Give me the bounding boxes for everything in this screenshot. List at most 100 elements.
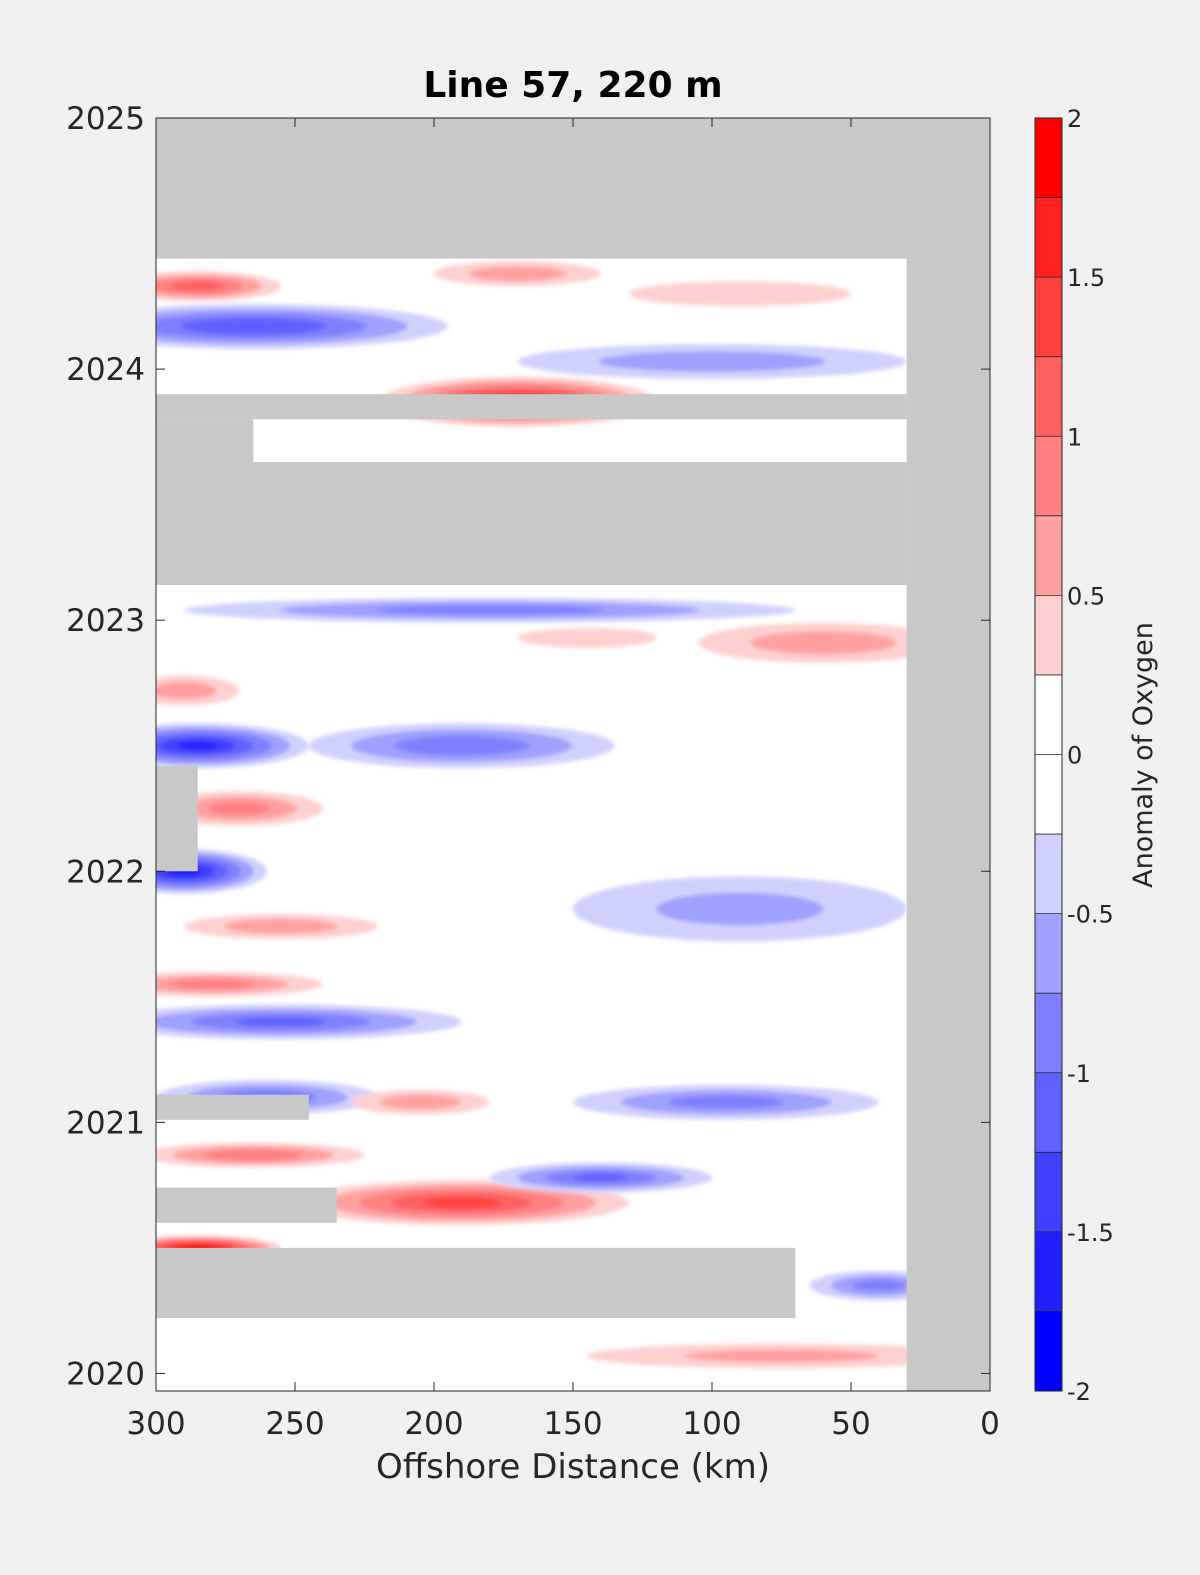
no-data-region <box>156 1187 337 1223</box>
colorbar-block <box>1035 754 1062 835</box>
anomaly-feature <box>573 876 907 942</box>
colorbar-block <box>1035 595 1062 675</box>
colorbar-tick-label: 0.5 <box>1067 582 1105 610</box>
anomaly-feature <box>156 723 309 769</box>
colorbar-block <box>1035 356 1062 437</box>
no-data-region <box>156 1247 796 1319</box>
colorbar-block <box>1035 197 1062 278</box>
anomaly-feature <box>350 1089 490 1115</box>
anomaly-feature <box>489 1162 712 1193</box>
colorbar-label: Anomaly of Oxygen <box>1128 622 1159 888</box>
no-data-region <box>156 1094 309 1120</box>
contour-band <box>668 1095 784 1109</box>
contour-band <box>517 627 657 648</box>
colorbar-ticks: 2 1.5 1 0.5 0 -0.5 -1 -1.5 -2 <box>1035 105 1114 1406</box>
y-tick-label: 2023 <box>66 603 145 639</box>
anomaly-feature <box>156 271 282 302</box>
x-tick-label: 100 <box>682 1406 741 1442</box>
anomaly-feature <box>183 597 796 623</box>
no-data-region <box>156 394 907 420</box>
x-tick-label: 0 <box>980 1406 1000 1442</box>
colorbar-tick-label: 1.5 <box>1067 264 1105 292</box>
contour-band <box>852 1279 905 1292</box>
contour-band <box>180 317 327 335</box>
anomaly-feature <box>156 1004 462 1040</box>
anomaly-feature <box>156 675 240 706</box>
colorbar-block <box>1035 993 1062 1073</box>
colorbar-block <box>1035 515 1062 596</box>
contour-band <box>203 1149 303 1161</box>
y-tick-label: 2025 <box>66 101 145 137</box>
contour-band <box>684 1349 879 1363</box>
contour-band <box>171 281 225 292</box>
colorbar-tick-label: 0 <box>1067 742 1082 770</box>
contour-band <box>177 741 218 750</box>
anomaly-feature <box>156 1142 365 1168</box>
anomaly-feature <box>308 723 615 769</box>
colorbar-block <box>1035 674 1062 755</box>
anomaly-feature <box>295 1180 629 1226</box>
colorbar-tick-label: -2 <box>1067 1378 1091 1406</box>
colorbar-block <box>1035 436 1062 516</box>
no-data-regions <box>156 118 990 1391</box>
chart-title: Line 57, 220 m <box>423 65 722 106</box>
y-axis-ticks: 2020 2021 2022 2023 2024 2025 <box>66 101 990 1392</box>
contour-band <box>423 1197 501 1208</box>
contour-band <box>224 919 338 934</box>
no-data-region <box>156 118 990 259</box>
y-tick-label: 2022 <box>66 854 145 890</box>
anomaly-feature <box>156 303 448 349</box>
contour-band <box>169 979 254 989</box>
colorbar-block <box>1035 834 1062 914</box>
x-tick-label: 50 <box>831 1406 870 1442</box>
anomaly-feature <box>517 343 907 380</box>
colorbar-block <box>1035 913 1062 994</box>
no-data-region <box>156 765 198 872</box>
x-tick-label: 300 <box>126 1406 185 1442</box>
colorbar-blocks <box>1035 118 1062 1391</box>
colorbar-block <box>1035 1311 1062 1391</box>
contour-band <box>374 605 605 615</box>
contour-band <box>656 892 824 926</box>
no-data-region <box>156 461 907 586</box>
anomaly-feature <box>586 1343 977 1369</box>
contour-band <box>393 735 530 756</box>
contour-band <box>750 631 897 655</box>
y-tick-label: 2020 <box>66 1356 145 1392</box>
contour-band <box>235 1017 327 1027</box>
contour-band <box>598 351 826 372</box>
colorbar-block <box>1035 277 1062 357</box>
x-axis-label: Offshore Distance (km) <box>376 1447 770 1487</box>
contour-band <box>208 801 271 816</box>
contour-band <box>628 281 851 307</box>
x-tick-label: 150 <box>543 1406 602 1442</box>
no-data-region <box>156 419 254 462</box>
contour-band <box>468 266 567 281</box>
contour-band <box>573 1173 629 1182</box>
colorbar-tick-label: -1.5 <box>1067 1219 1114 1247</box>
x-tick-label: 250 <box>265 1406 324 1442</box>
y-tick-label: 2021 <box>66 1105 145 1141</box>
colorbar-tick-label: -1 <box>1067 1060 1091 1088</box>
x-axis-ticks: 300 250 200 150 100 50 0 <box>126 118 1000 1442</box>
x-tick-label: 200 <box>404 1406 463 1442</box>
anomaly-feature <box>183 913 379 940</box>
no-data-region <box>906 118 990 1391</box>
colorbar-block <box>1035 1231 1062 1312</box>
anomaly-feature <box>573 1084 879 1120</box>
colorbar: 2 1.5 1 0.5 0 -0.5 -1 -1.5 -2 Anomaly of Oxygen <box>1034 105 1159 1406</box>
plot-area: 300 250 200 150 100 50 0 202020212022202320242… <box>66 101 1000 1442</box>
contour-band <box>379 1094 461 1110</box>
colorbar-block <box>1035 1152 1062 1232</box>
anomaly-feature <box>156 971 323 997</box>
anomaly-feature <box>698 622 949 663</box>
y-tick-label: 2024 <box>66 352 145 388</box>
colorbar-tick-label: 2 <box>1067 105 1082 133</box>
colorbar-tick-label: 1 <box>1067 423 1082 451</box>
anomaly-feature <box>434 261 601 287</box>
colorbar-block <box>1035 1072 1062 1153</box>
colorbar-block <box>1035 118 1062 198</box>
anomaly-feature <box>628 281 851 307</box>
contour-band <box>156 681 217 700</box>
